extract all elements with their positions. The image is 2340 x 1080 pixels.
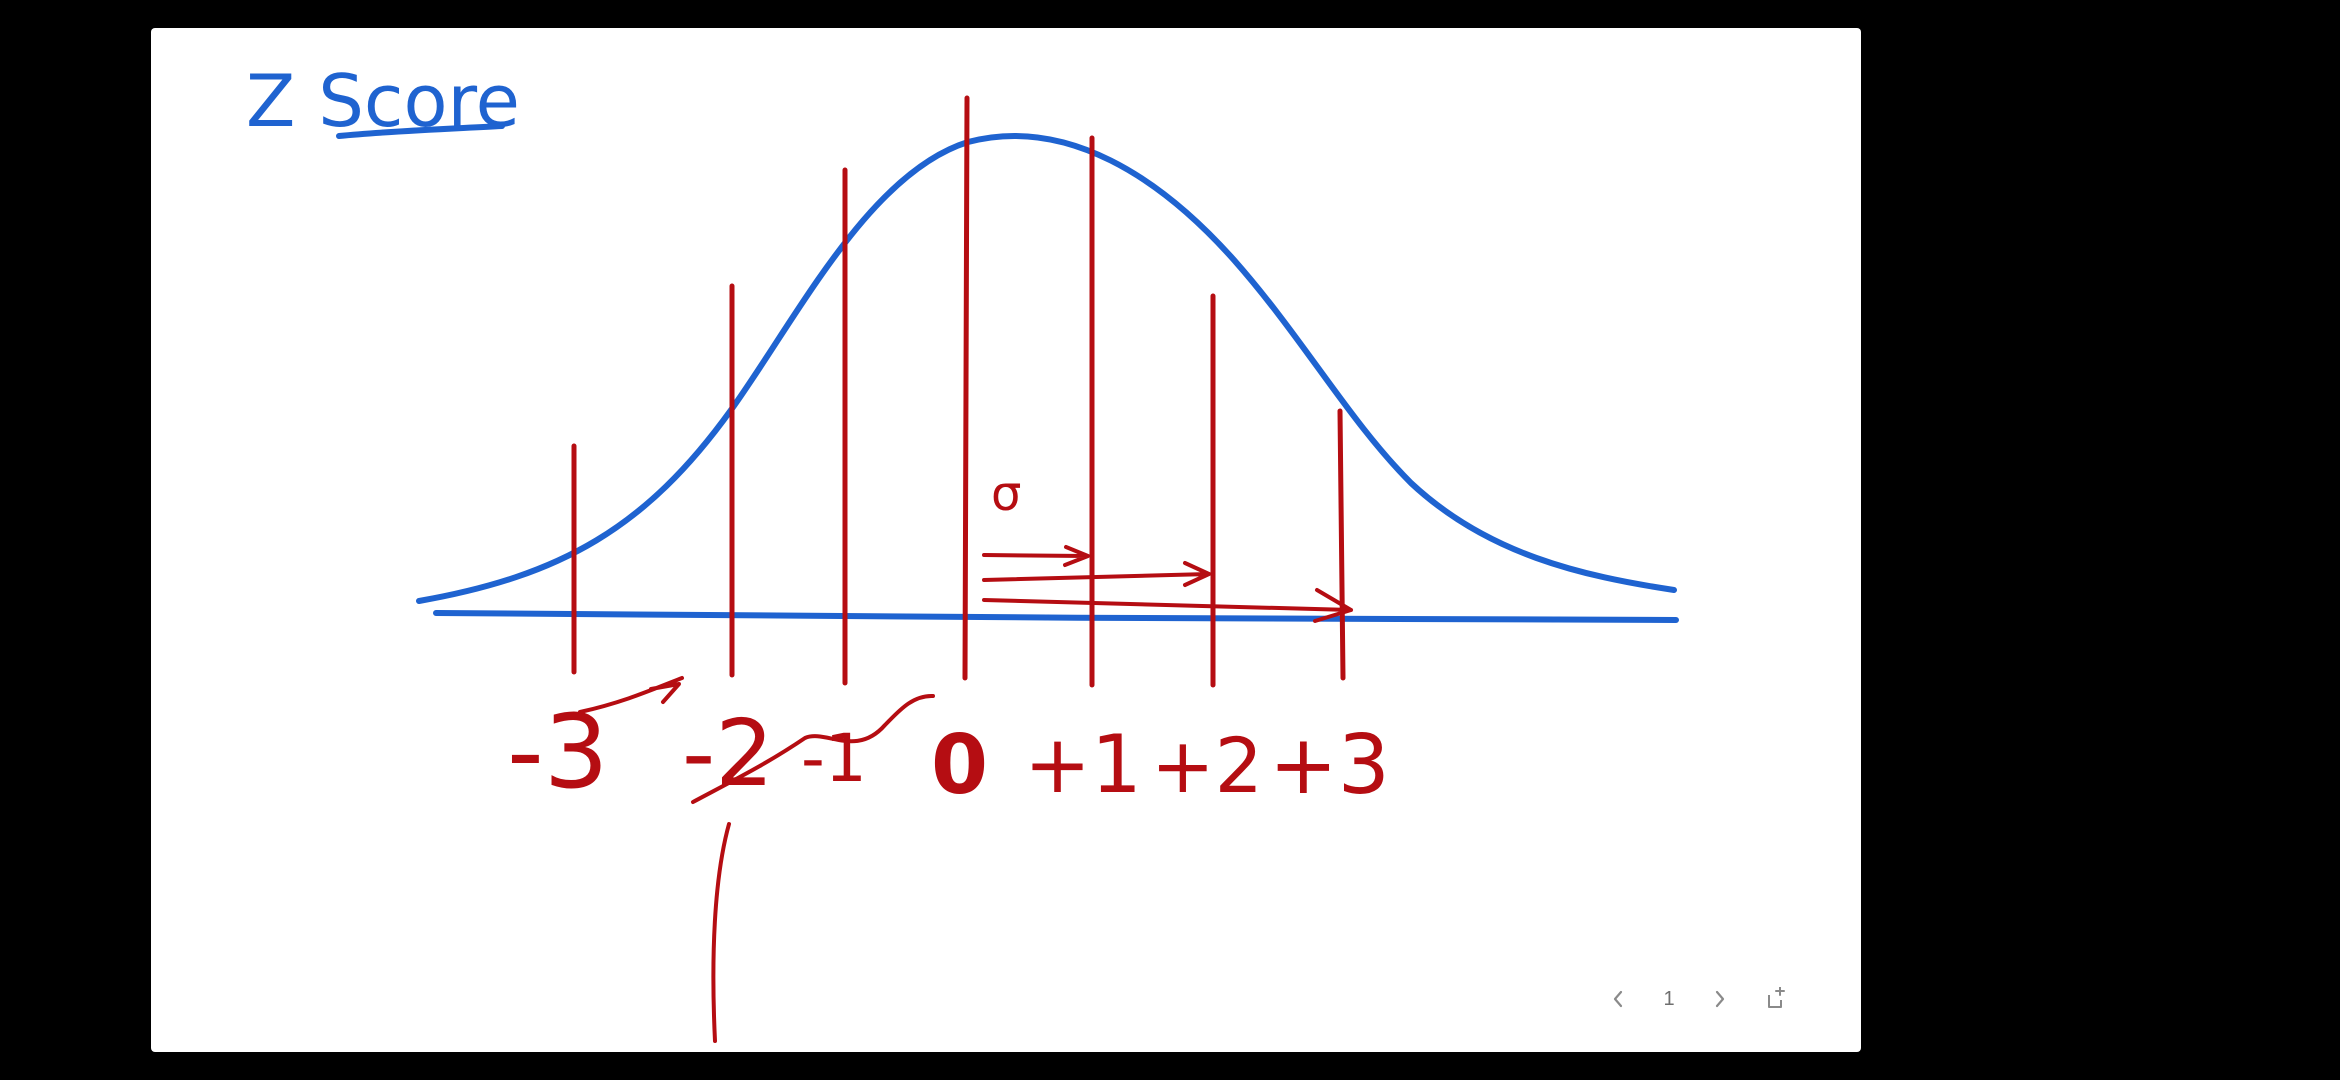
two-sigma-arrow [982, 561, 1211, 587]
axis-label-plus-one: +1 [1024, 718, 1142, 811]
axis-label-plus-two-text: +2 [1151, 721, 1263, 810]
title-handwriting: Z Score [246, 59, 520, 143]
axis-label-minus-one-text: -1 [801, 720, 867, 797]
one-sigma-arrow [982, 545, 1090, 567]
minus-three-stroke [578, 676, 684, 714]
chevron-left-icon [1613, 990, 1623, 1008]
axis-values: -3 -2 -1 0 +1 +2 +3 [507, 676, 1390, 1043]
axis-label-zero-text: 0 [931, 718, 988, 813]
axis-label-zero: 0 [931, 718, 988, 813]
axis-label-minus-two: -2 [682, 700, 774, 807]
axis-label-minus-three-text: -3 [507, 693, 609, 812]
axis-label-plus-three: +3 [1269, 718, 1390, 813]
previous-page-button[interactable] [1605, 986, 1631, 1012]
sigma-divisions [571, 95, 1346, 688]
axis-label-minus-one: -1 [801, 720, 867, 797]
sigma-label: σ [991, 466, 1021, 522]
plus-three-line [1337, 408, 1346, 681]
chevron-right-icon [1715, 990, 1725, 1008]
axis-label-minus-three: -3 [507, 693, 609, 812]
add-page-button[interactable] [1763, 986, 1789, 1012]
next-page-button[interactable] [1707, 986, 1733, 1012]
horizontal-axis [433, 610, 1679, 623]
handwritten-drawing: Z Score σ [246, 59, 1679, 1043]
whiteboard-page[interactable]: Z Score σ [151, 28, 1861, 1052]
minus-two-to-minus-one-arrow [691, 693, 935, 804]
page-navigation: 1 [1605, 986, 1789, 1012]
normal-distribution-curve [416, 133, 1677, 604]
zero-line [962, 95, 970, 681]
sigma-arrows: σ [982, 466, 1353, 623]
three-sigma-arrow [982, 588, 1353, 623]
axis-label-plus-three-text: +3 [1269, 718, 1390, 813]
long-downward-stroke [711, 822, 731, 1043]
title-underline [336, 123, 505, 139]
page-number: 1 [1663, 987, 1675, 1010]
axis-label-minus-two-text: -2 [682, 700, 774, 807]
new-page-icon [1768, 987, 1785, 1008]
axis-label-plus-two: +2 [1151, 721, 1263, 810]
axis-label-plus-one-text: +1 [1024, 718, 1142, 811]
